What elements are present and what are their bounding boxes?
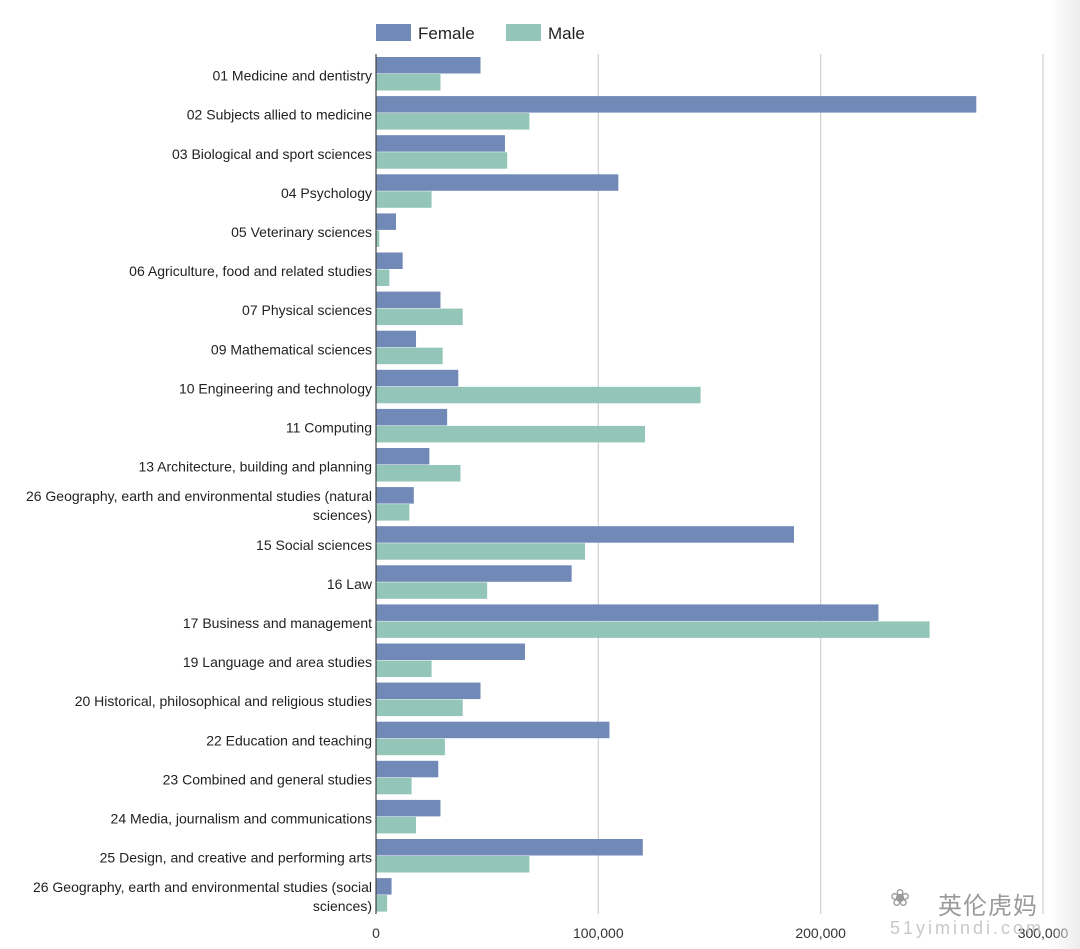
bar-female[interactable]: [376, 135, 505, 152]
bar-female[interactable]: [376, 604, 879, 621]
x-axis-ticks: 0 100,000 200,000 300,000: [372, 925, 1068, 941]
bar-female[interactable]: [376, 448, 430, 465]
bar-female[interactable]: [376, 252, 403, 270]
bar-female[interactable]: [376, 682, 481, 700]
y-tick-label: 04 Psychology: [281, 185, 372, 201]
gridlines: [597, 54, 1044, 914]
bar-male[interactable]: [376, 425, 646, 443]
legend-label-male[interactable]: Male: [548, 24, 585, 43]
y-tick-label: 15 Social sciences: [256, 537, 372, 553]
x-tick-label: 100,000: [573, 925, 624, 941]
legend-swatch-female: [376, 24, 411, 41]
y-tick-label: 03 Biological and sport sciences: [172, 146, 372, 162]
bar-female[interactable]: [376, 565, 572, 582]
bar-male[interactable]: [376, 191, 432, 208]
bar-female[interactable]: [376, 213, 397, 230]
bar-male[interactable]: [376, 856, 530, 873]
legend: Female Male: [376, 24, 585, 43]
bar-female[interactable]: [376, 330, 417, 348]
y-tick-label: 06 Agriculture, food and related studies: [129, 263, 372, 279]
bar-male[interactable]: [376, 816, 417, 834]
bar-male[interactable]: [376, 347, 443, 365]
bar-male[interactable]: [376, 113, 530, 130]
bar-female[interactable]: [376, 57, 481, 74]
bar-male[interactable]: [376, 74, 441, 91]
legend-swatch-male: [506, 24, 541, 41]
bar-male[interactable]: [376, 230, 380, 247]
bar-male[interactable]: [376, 582, 488, 599]
y-tick-label: 01 Medicine and dentistry: [212, 68, 372, 84]
x-tick-label: 0: [372, 925, 380, 941]
bar-female[interactable]: [376, 878, 392, 895]
bar-female[interactable]: [376, 291, 441, 309]
y-tick-label: 22 Education and teaching: [206, 732, 372, 748]
bar-female[interactable]: [376, 369, 459, 387]
y-tick-label: 07 Physical sciences: [242, 302, 372, 318]
x-tick-label: 300,000: [1018, 925, 1069, 941]
y-axis: 01 Medicine and dentistry 02 Subjects all…: [26, 54, 377, 914]
y-tick-label: 19 Language and area studies: [183, 654, 372, 670]
y-tick-label: 23 Combined and general studies: [163, 771, 372, 787]
bar-male[interactable]: [376, 543, 585, 560]
bar-female[interactable]: [376, 643, 525, 661]
y-tick-label: 05 Veterinary sciences: [231, 224, 372, 240]
x-tick-label: 200,000: [795, 925, 846, 941]
bar-male[interactable]: [376, 699, 463, 717]
bar-female[interactable]: [376, 799, 441, 817]
bars: [376, 57, 977, 912]
bar-male[interactable]: [376, 308, 463, 326]
bar-female[interactable]: [376, 408, 448, 426]
bar-male[interactable]: [376, 152, 508, 169]
bar-male[interactable]: [376, 465, 461, 482]
bar-female[interactable]: [376, 760, 439, 778]
bar-male[interactable]: [376, 738, 445, 756]
bar-female[interactable]: [376, 721, 610, 739]
bar-female[interactable]: [376, 839, 643, 856]
y-tick-label: 20 Historical, philosophical and religio…: [75, 693, 372, 709]
y-tick-label: 02 Subjects allied to medicine: [187, 107, 372, 123]
y-tick-label: 09 Mathematical sciences: [211, 341, 372, 357]
y-tick-label: 16 Law: [327, 576, 373, 592]
bar-female[interactable]: [376, 174, 619, 191]
y-tick-label: 26 Geography, earth and environmental st…: [33, 879, 372, 914]
bar-male[interactable]: [376, 895, 388, 912]
bar-male[interactable]: [376, 386, 701, 404]
bar-female[interactable]: [376, 96, 977, 113]
y-tick-label: 17 Business and management: [183, 615, 372, 631]
bar-male[interactable]: [376, 269, 390, 287]
y-tick-label: 24 Media, journalism and communications: [111, 810, 372, 826]
y-tick-label: 10 Engineering and technology: [179, 380, 372, 396]
bar-female[interactable]: [376, 526, 794, 543]
y-tick-label: 25 Design, and creative and performing a…: [100, 850, 372, 866]
bar-male[interactable]: [376, 504, 410, 521]
y-tick-label: 26 Geography, earth and environmental st…: [26, 488, 372, 523]
legend-label-female[interactable]: Female: [418, 24, 475, 43]
bar-male[interactable]: [376, 777, 412, 795]
bar-male[interactable]: [376, 660, 432, 678]
y-tick-label: 13 Architecture, building and planning: [138, 459, 372, 475]
bar-female[interactable]: [376, 487, 414, 504]
y-tick-label: 11 Computing: [286, 419, 372, 435]
bar-male[interactable]: [376, 621, 930, 638]
